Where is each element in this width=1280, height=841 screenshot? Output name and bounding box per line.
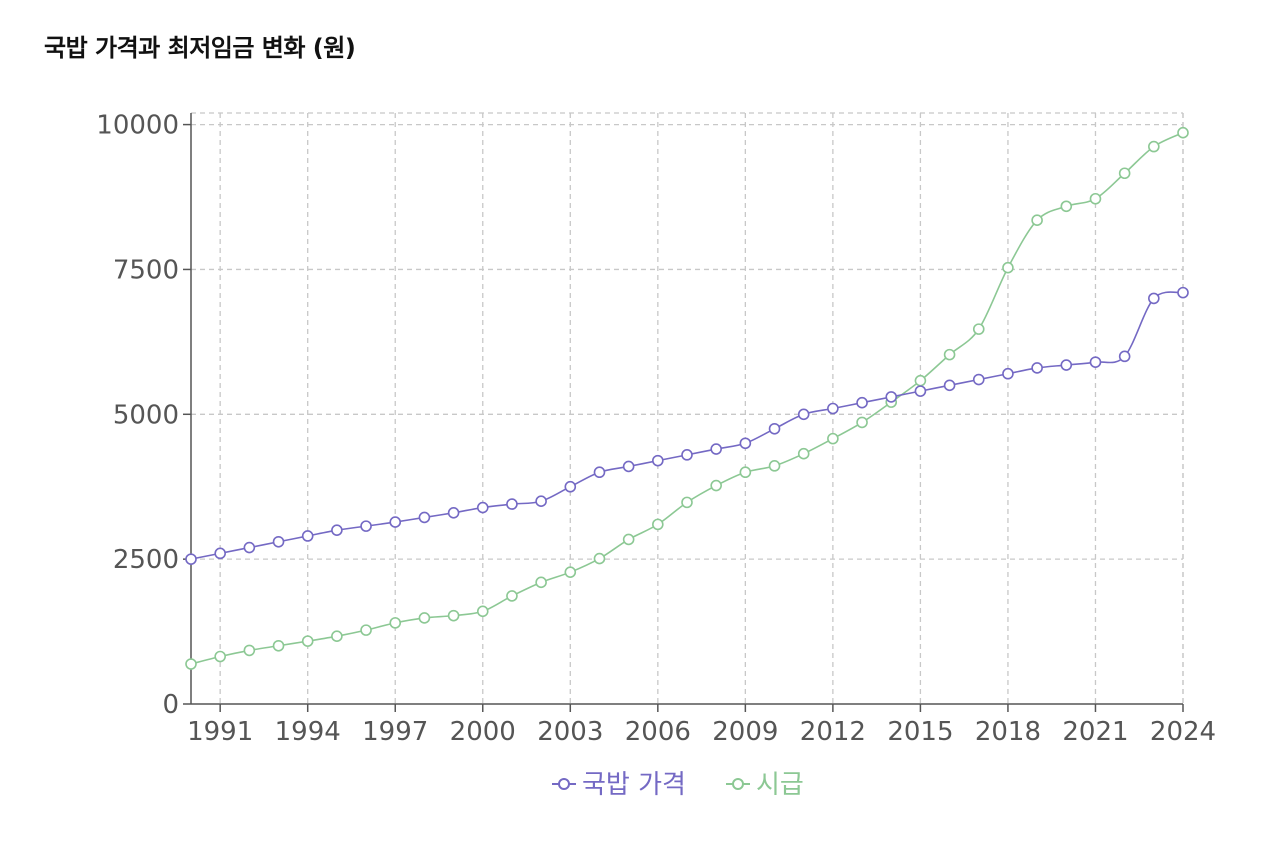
data-point [1031, 214, 1043, 226]
data-point [272, 639, 285, 652]
data-point [1060, 200, 1073, 213]
data-point [506, 590, 518, 602]
data-point [331, 630, 343, 643]
data-point [1002, 261, 1014, 274]
data-point [1177, 286, 1189, 299]
data-point [243, 541, 256, 554]
data-point [885, 391, 898, 403]
data-point [243, 644, 256, 657]
x-tick-label: 2012 [800, 717, 866, 747]
data-point [827, 432, 839, 445]
data-point [681, 449, 693, 461]
data-point [1089, 356, 1102, 368]
data-point [622, 533, 635, 546]
data-point [856, 416, 868, 429]
data-point [360, 520, 372, 532]
data-point [1060, 359, 1073, 371]
y-tick-label: 7500 [113, 255, 179, 285]
data-point [185, 658, 197, 670]
series-line [190, 131, 1184, 665]
data-point [593, 552, 606, 565]
data-point [652, 454, 664, 467]
data-point [272, 535, 285, 548]
data-point [710, 479, 722, 492]
x-tick-label: 1991 [187, 717, 253, 747]
y-tick-label: 10000 [96, 111, 179, 141]
data-point [827, 402, 839, 415]
x-tick-label: 2024 [1150, 717, 1216, 747]
data-point [214, 650, 226, 663]
data-point [797, 408, 810, 421]
data-point [943, 379, 956, 392]
data-point [768, 422, 781, 435]
data-point [389, 617, 402, 629]
x-tick-label: 2021 [1062, 717, 1128, 747]
data-point [943, 348, 956, 361]
data-point [301, 635, 314, 647]
data-point [1148, 292, 1160, 305]
data-point [914, 385, 927, 397]
data-point [593, 466, 606, 479]
data-point [972, 373, 985, 386]
data-point [768, 460, 781, 472]
data-point [1177, 126, 1189, 139]
x-tick-label: 2009 [712, 717, 778, 747]
legend-swatch-marker [732, 778, 744, 790]
chart-title: 국밥 가격과 최저임금 변화 (원) [44, 34, 356, 62]
data-point [185, 553, 197, 565]
x-tick-label: 2006 [625, 717, 691, 747]
y-tick-label: 5000 [113, 400, 179, 430]
data-point [1148, 140, 1160, 153]
data-point [301, 530, 314, 542]
data-point [914, 374, 927, 387]
x-tick-label: 1994 [275, 717, 341, 747]
data-point [564, 566, 577, 578]
data-point [214, 547, 226, 560]
data-point [1002, 367, 1014, 380]
data-point [1031, 362, 1043, 374]
y-tick-label: 0 [162, 690, 179, 720]
legend-swatch-marker [558, 778, 570, 790]
x-tick-label: 2018 [975, 717, 1041, 747]
data-point [389, 516, 402, 528]
data-point [564, 480, 577, 493]
data-point [1118, 167, 1131, 180]
data-point [652, 518, 664, 531]
data-point [506, 498, 518, 510]
data-point [447, 506, 460, 519]
data-point [739, 437, 752, 450]
data-point [418, 612, 431, 624]
x-tick-label: 2003 [537, 717, 603, 747]
data-point [1118, 350, 1131, 363]
data-point [739, 466, 752, 479]
series-line [190, 291, 1184, 560]
x-tick-label: 2015 [887, 717, 953, 747]
data-point [418, 511, 431, 524]
data-point [476, 501, 489, 514]
data-point [447, 609, 460, 622]
data-point [972, 323, 985, 335]
data-point [856, 396, 868, 409]
data-point [535, 495, 547, 508]
data-point [1089, 192, 1102, 205]
data-point [535, 576, 547, 589]
data-point [622, 460, 635, 473]
data-point [710, 443, 722, 455]
y-tick-label: 2500 [113, 545, 179, 575]
data-point [476, 605, 489, 618]
x-tick-label: 1997 [362, 717, 428, 747]
legend-label: 국밥 가격 [582, 770, 686, 800]
legend-label: 시급 [756, 770, 804, 800]
data-point [681, 496, 693, 509]
x-tick-label: 2000 [450, 717, 516, 747]
data-point [331, 524, 343, 536]
data-point [797, 447, 810, 460]
data-point [360, 624, 372, 636]
